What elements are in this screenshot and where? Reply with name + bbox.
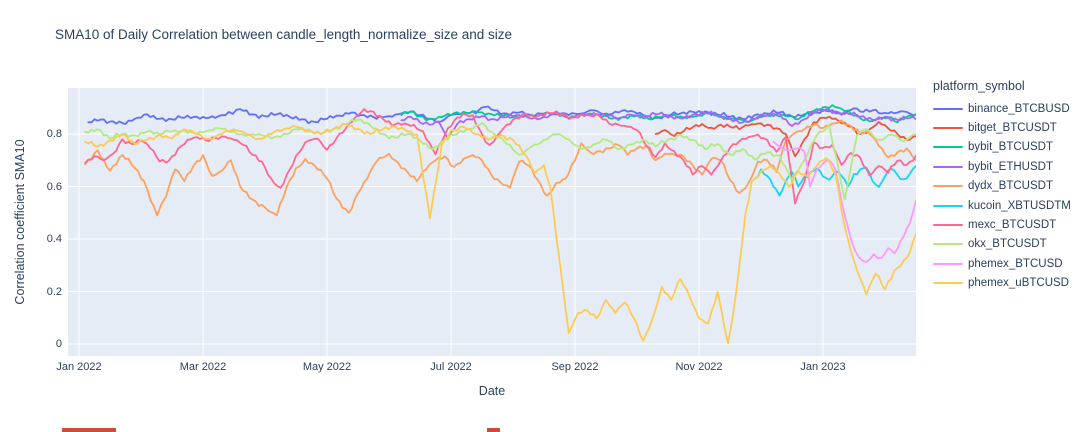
legend-line-swatch [933, 282, 963, 285]
y-tick-label: 0.4 [46, 233, 62, 245]
legend-item-bitget_BTCUSDT[interactable]: bitget_BTCUSDT [933, 118, 1078, 137]
series-line-binance_BTCBUSD[interactable] [87, 105, 916, 125]
legend-line-swatch [933, 243, 963, 246]
legend-line-swatch [933, 107, 963, 110]
legend-label: bybit_ETHUSDT [968, 160, 1053, 173]
chart-title: SMA10 of Daily Correlation between candl… [55, 27, 513, 42]
y-tick-label: 0 [55, 338, 62, 350]
y-tick-label: 0.8 [46, 128, 62, 140]
series-line-phemex_BTCUSD[interactable] [772, 141, 916, 263]
legend-label: kucoin_XBTUSDTM [968, 199, 1071, 212]
plot-canvas[interactable] [68, 88, 916, 356]
legend-line-swatch [933, 262, 963, 265]
legend-line-swatch [933, 146, 963, 149]
x-tick-label: Nov 2022 [675, 361, 723, 373]
series-line-bybit_BTCUSDT[interactable] [400, 104, 916, 124]
x-tick-label: Mar 2022 [179, 361, 227, 373]
legend-item-kucoin_XBTUSDTM[interactable]: kucoin_XBTUSDTM [933, 196, 1078, 215]
cropped-next-figure-fragment [62, 428, 116, 432]
series-line-dydx_BTCUSDT[interactable] [84, 119, 916, 217]
legend-line-swatch [933, 204, 963, 207]
cropped-next-figure-fragment [487, 428, 500, 432]
legend-label: bybit_BTCUSDT [968, 141, 1053, 154]
series-line-phemex_uBTCUSD[interactable] [84, 123, 916, 345]
y-tick-label: 0.2 [46, 285, 62, 298]
series-line-okx_BTCUSDT[interactable] [84, 118, 916, 201]
legend-item-binance_BTCBUSD[interactable]: binance_BTCBUSD [933, 99, 1078, 118]
legend-label: okx_BTCUSDT [968, 238, 1047, 251]
legend-title: platform_symbol [933, 79, 1025, 93]
x-tick-label: Jul 2022 [430, 361, 472, 373]
legend-label: dydx_BTCUSDT [968, 180, 1053, 193]
legend-item-okx_BTCUSDT[interactable]: okx_BTCUSDT [933, 235, 1078, 254]
legend-item-bybit_ETHUSDT[interactable]: bybit_ETHUSDT [933, 157, 1078, 176]
x-tick-label: Jan 2022 [56, 361, 102, 373]
legend-item-dydx_BTCUSDT[interactable]: dydx_BTCUSDT [933, 177, 1078, 196]
legend-label: phemex_BTCUSD [968, 257, 1063, 270]
legend-label: phemex_uBTCUSD [968, 277, 1069, 290]
legend-line-swatch [933, 165, 963, 168]
legend-item-phemex_BTCUSD[interactable]: phemex_BTCUSD [933, 254, 1078, 273]
x-tick-label: Sep 2022 [551, 361, 599, 373]
legend: platform_symbol binance_BTCBUSD bitget_BT… [933, 79, 1078, 293]
plot-area[interactable] [68, 88, 916, 356]
legend-item-bybit_BTCUSDT[interactable]: bybit_BTCUSDT [933, 138, 1078, 157]
legend-line-swatch [933, 127, 963, 130]
legend-line-swatch [933, 185, 963, 188]
y-tick-label: 0.6 [46, 180, 62, 193]
x-axis-title: Date [478, 384, 506, 398]
legend-label: binance_BTCBUSD [968, 102, 1070, 115]
legend-label: bitget_BTCUSDT [968, 122, 1057, 135]
x-tick-label: Jan 2023 [800, 361, 846, 373]
legend-item-mexc_BTCUSDT[interactable]: mexc_BTCUSDT [933, 215, 1078, 234]
legend-line-swatch [933, 224, 963, 227]
series-line-mexc_BTCUSDT[interactable] [84, 108, 916, 205]
legend-item-phemex_uBTCUSD[interactable]: phemex_uBTCUSD [933, 274, 1078, 293]
x-tick-label: May 2022 [302, 361, 352, 373]
series-line-bybit_ETHUSDT[interactable] [400, 108, 916, 140]
series-line-bitget_BTCUSDT[interactable] [654, 115, 916, 158]
y-axis-title: Correlation coefficient SMA10 [13, 139, 27, 305]
legend-list: binance_BTCBUSD bitget_BTCUSDT bybit_BTCUS… [933, 99, 1078, 293]
legend-label: mexc_BTCUSDT [968, 219, 1057, 232]
